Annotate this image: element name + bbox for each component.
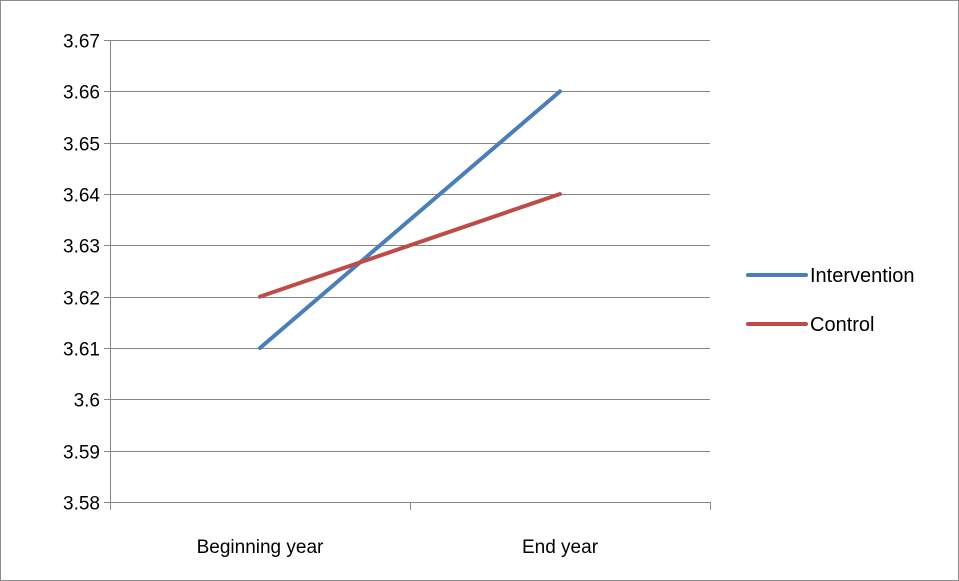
y-axis-tick-labels: 3.58 3.59 3.6 3.61 3.62 3.63 3.64 3.65 3.66 3.67 [63,32,100,515]
x-tick-label: Beginning year [197,537,324,558]
legend: Intervention Control [746,265,915,336]
axes [104,40,711,510]
x-tick-label: End year [522,537,599,558]
legend-label-intervention: Intervention [810,265,915,287]
y-tick-label: 3.63 [63,237,100,258]
y-tick-label: 3.58 [63,494,100,515]
series-line-intervention [258,89,562,350]
x-axis-tick-labels: Beginning year End year [197,537,599,558]
y-tick-label: 3.66 [63,83,100,104]
legend-label-control: Control [810,314,874,336]
series-line-control [258,192,562,299]
y-tick-label: 3.61 [63,340,100,361]
y-tick-label: 3.67 [63,32,100,53]
y-tick-label: 3.65 [63,135,100,156]
y-tick-label: 3.64 [63,186,100,207]
gridlines [110,40,710,452]
series-lines [258,89,562,350]
y-tick-label: 3.59 [63,443,100,464]
y-tick-label: 3.62 [63,289,100,310]
y-tick-label: 3.6 [74,391,100,412]
